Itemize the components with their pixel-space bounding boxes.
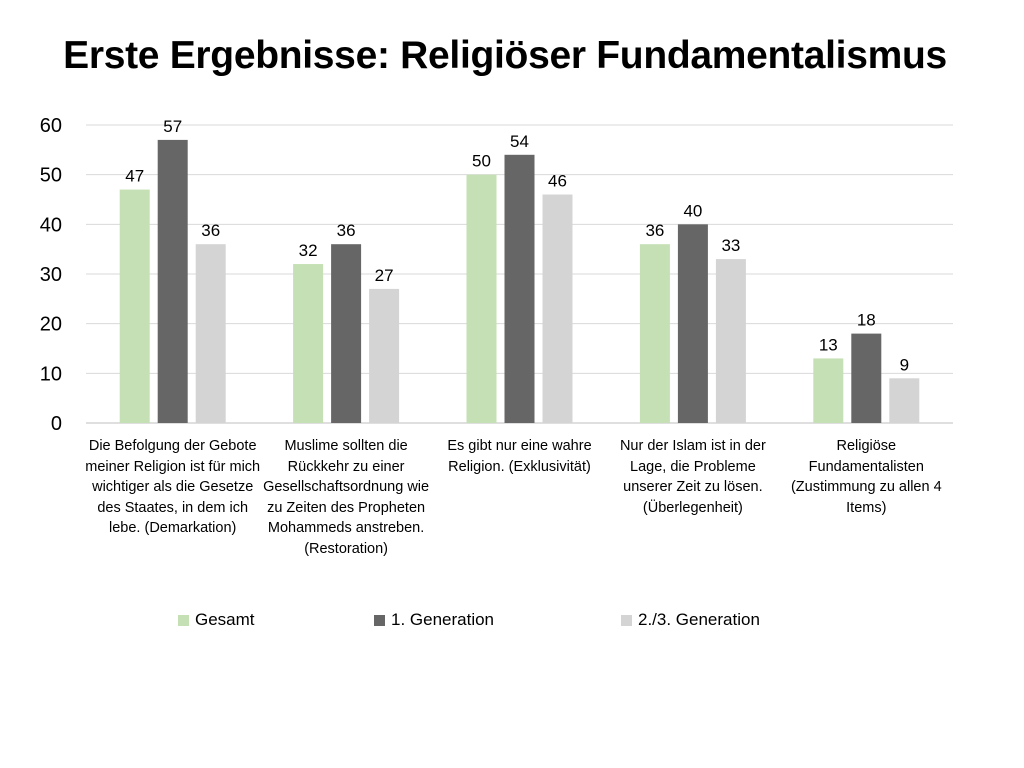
data-labels: 47 57 36 32 36 27 50 54 46 36 40 33 13 18 9 (125, 117, 909, 374)
data-label: 18 (857, 311, 876, 330)
category-label: Die Befolgung der Gebote meiner Religion… (85, 438, 261, 536)
category-label: Es gibt nur eine wahre Religion. (Exklus… (447, 438, 592, 475)
bar (369, 288, 400, 423)
data-label: 40 (683, 201, 702, 220)
data-label: 9 (900, 355, 909, 374)
data-label: 36 (337, 221, 356, 240)
bar (889, 378, 920, 423)
legend-label: Gesamt (195, 610, 255, 629)
data-label: 13 (819, 335, 838, 354)
bar (293, 264, 324, 423)
legend-item: Gesamt (178, 609, 255, 631)
bar (504, 154, 535, 424)
data-label: 47 (125, 167, 144, 186)
bars (119, 139, 920, 424)
y-tick-label: 30 (40, 264, 62, 286)
legend-swatch (374, 614, 385, 626)
bar (331, 244, 362, 423)
legend-item: 1. Generation (374, 609, 494, 631)
bar (466, 174, 497, 423)
data-label: 36 (645, 221, 664, 240)
category-label: Muslime sollten die Rückkehr zu einer Ge… (263, 438, 430, 557)
bar (677, 224, 708, 423)
legend-swatch (178, 614, 189, 626)
bar (851, 333, 882, 423)
slide-title: Erste Ergebnisse: Religiöser Fundamental… (63, 34, 947, 77)
legend-swatch (621, 614, 632, 626)
legend-label: 2./3. Generation (638, 610, 760, 629)
category-label: Nur der Islam ist in der Lage, die Probl… (619, 438, 766, 516)
data-label: 46 (548, 172, 567, 191)
legend-label: 1. Generation (391, 610, 495, 629)
category-label: Religiöse Fundamentalisten (Zustimmung z… (790, 438, 942, 516)
y-tick-label: 40 (40, 214, 62, 236)
data-label: 36 (201, 221, 220, 240)
y-tick-label: 50 (40, 165, 62, 187)
data-label: 50 (472, 152, 491, 171)
y-tick-label: 60 (40, 115, 62, 137)
bar (195, 244, 226, 423)
y-tick-label: 20 (40, 314, 62, 336)
bar (639, 244, 670, 423)
data-label: 32 (299, 241, 318, 260)
bar (715, 259, 746, 423)
data-label: 57 (163, 117, 182, 136)
y-tick-label: 0 (51, 413, 62, 435)
bar (813, 358, 844, 423)
bar (542, 194, 573, 423)
y-tick-label: 10 (40, 363, 62, 385)
data-label: 54 (510, 132, 529, 151)
bar (157, 139, 188, 423)
data-label: 33 (721, 236, 740, 255)
bar (119, 189, 150, 423)
data-label: 27 (375, 266, 394, 285)
legend-item: 2./3. Generation (621, 609, 760, 631)
y-axis: 0 10 20 30 40 50 60 (40, 115, 62, 435)
